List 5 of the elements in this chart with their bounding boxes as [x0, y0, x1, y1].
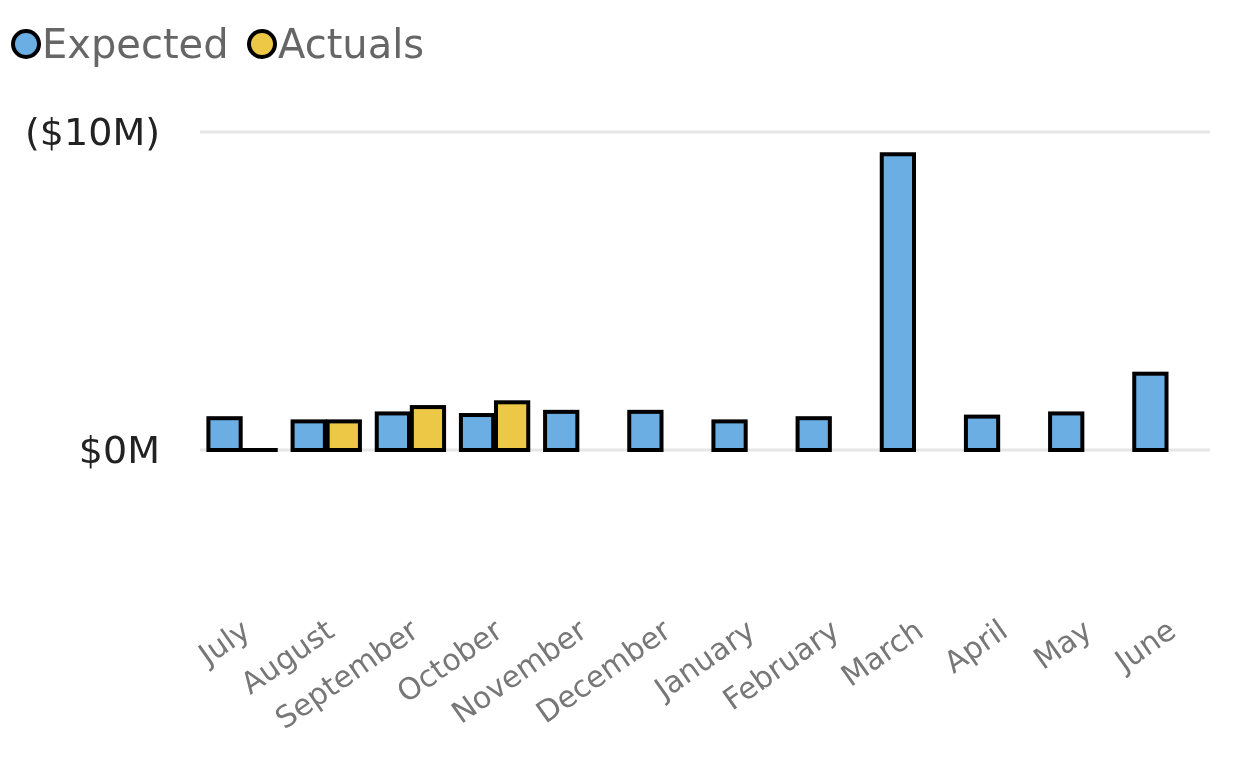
legend-label: Actuals	[278, 21, 425, 67]
y-tick-label: ($10M)	[25, 110, 160, 155]
x-tick-label: May	[1026, 612, 1098, 677]
legend-label: Expected	[42, 21, 229, 67]
y-tick-label: $0M	[78, 428, 160, 473]
